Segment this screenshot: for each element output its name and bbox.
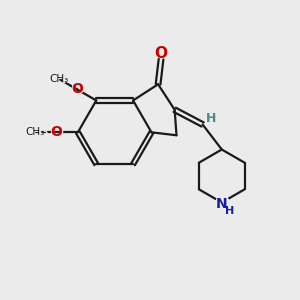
- Text: CH₃: CH₃: [26, 127, 45, 137]
- Text: H: H: [206, 112, 216, 124]
- Text: N: N: [216, 197, 228, 211]
- Text: H: H: [224, 204, 236, 218]
- Text: O: O: [71, 82, 83, 96]
- Text: CH₃: CH₃: [46, 73, 73, 85]
- Text: O: O: [154, 46, 167, 61]
- Text: O: O: [153, 44, 169, 62]
- Text: CH₃: CH₃: [50, 74, 69, 84]
- Text: H: H: [225, 206, 235, 216]
- Text: O: O: [70, 80, 84, 98]
- Text: O: O: [50, 125, 62, 139]
- Text: H: H: [205, 110, 217, 125]
- Text: CH₃: CH₃: [22, 126, 48, 139]
- Text: N: N: [215, 195, 229, 213]
- Text: O: O: [49, 123, 63, 141]
